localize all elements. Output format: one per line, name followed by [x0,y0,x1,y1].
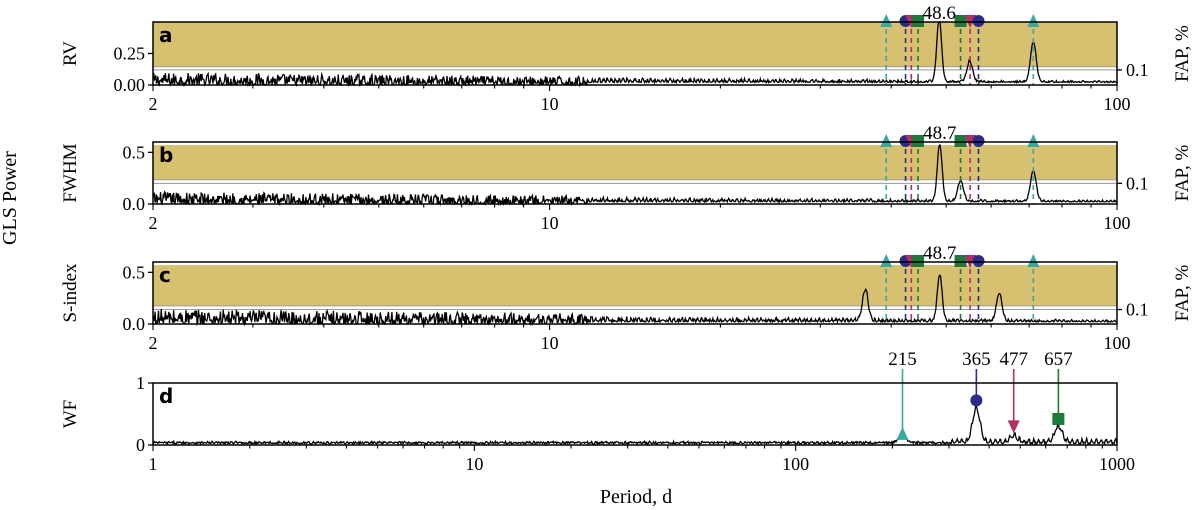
axes-frame [152,141,1118,205]
right-y-tick-label: 0.1 [1126,300,1149,320]
peak-period-label: 48.7 [923,123,956,144]
axes-frame [152,382,1118,446]
fap-band [153,145,1117,180]
alias-marker-green [912,255,925,267]
alias-marker-green [954,135,967,147]
y-axis-label: FWHM [60,143,81,202]
panel-c: 48.7 c S-index 0.0 0.5 2 10 100 0.1 FAP, % [60,243,1193,353]
wf-peak-label-657: 657 [1044,349,1073,370]
wf-peak-marker-215 [896,426,909,440]
x-tick-label: 2 [149,333,158,353]
x-tick-label: 1000 [1099,454,1135,474]
alias-marker-teal [1027,134,1040,147]
x-tick-label: 10 [541,94,559,114]
alias-marker-teal [1027,254,1040,267]
wf-peak-marker-477 [1007,420,1020,434]
alias-marker-navy [972,255,985,267]
y-tick-label: 0.25 [114,44,146,64]
x-tick-label: 100 [1104,94,1131,114]
alias-marker-green [954,255,967,267]
right-y-tick-label: 0.1 [1126,173,1149,193]
alias-marker-green [912,15,925,27]
shared-ylabel: GLS Power [0,151,21,245]
x-tick-label: 10 [541,213,559,233]
wf-peak-label-365: 365 [962,349,991,370]
wf-peak-marker-657 [1052,412,1065,425]
panel-letter: a [159,23,173,47]
y-axis-label: WF [60,400,81,429]
fap-band [153,22,1117,67]
panel-letter: b [159,143,173,167]
x-tick-label: 100 [782,454,809,474]
y-tick-label: 0.5 [123,142,146,162]
x-tick-label: 10 [465,454,483,474]
alias-marker-teal [880,254,893,267]
x-tick-label: 100 [1104,333,1131,353]
y-tick-label: 0.00 [114,75,146,95]
peak-period-label: 48.6 [923,3,956,24]
wf-peak-marker-365 [970,394,983,407]
y-tick-label: 0 [136,435,145,455]
panel-b: 48.7 b FWHM 0.0 0.5 2 10 100 0.1 FAP, % [60,123,1193,233]
wf-peak-label-215: 215 [888,349,917,370]
right-y-tick-label: 0.1 [1126,60,1149,80]
right-y-axis-label: FAP, % [1172,264,1193,321]
x-tick-label: 1 [149,454,158,474]
periodogram-curve [152,403,1118,446]
periodogram-curve [152,144,1118,207]
x-tick-label: 100 [1104,213,1131,233]
panel-letter: d [159,384,173,408]
periodogram-curve [152,21,1118,88]
alias-marker-teal [880,134,893,147]
right-y-axis-label: FAP, % [1172,25,1193,82]
y-tick-label: 1 [136,373,145,393]
x-tick-label: 2 [149,94,158,114]
panel-letter: c [159,263,171,287]
alias-marker-navy [972,15,985,27]
alias-marker-navy [972,135,985,147]
y-tick-label: 0.0 [123,314,146,334]
y-axis-label: S-index [60,263,81,323]
x-tick-label: 10 [541,333,559,353]
wf-peak-label-477: 477 [999,349,1028,370]
y-tick-label: 0.5 [123,262,146,282]
y-tick-label: 0.0 [123,194,146,214]
alias-marker-green [954,15,967,27]
periodogram-curve [152,274,1118,327]
right-y-axis-label: FAP, % [1172,144,1193,201]
alias-marker-teal [1027,14,1040,27]
axes-frame [152,261,1118,325]
alias-marker-teal [880,14,893,27]
panel-a: 48.6 a RV 0.00 0.25 2 10 100 0.1 FAP, % [60,3,1193,114]
y-axis-label: RV [60,41,81,66]
peak-period-label: 48.7 [923,243,956,264]
x-axis-label: Period, d [600,486,672,508]
fap-band [153,265,1117,306]
x-tick-label: 2 [149,213,158,233]
alias-marker-green [912,135,925,147]
